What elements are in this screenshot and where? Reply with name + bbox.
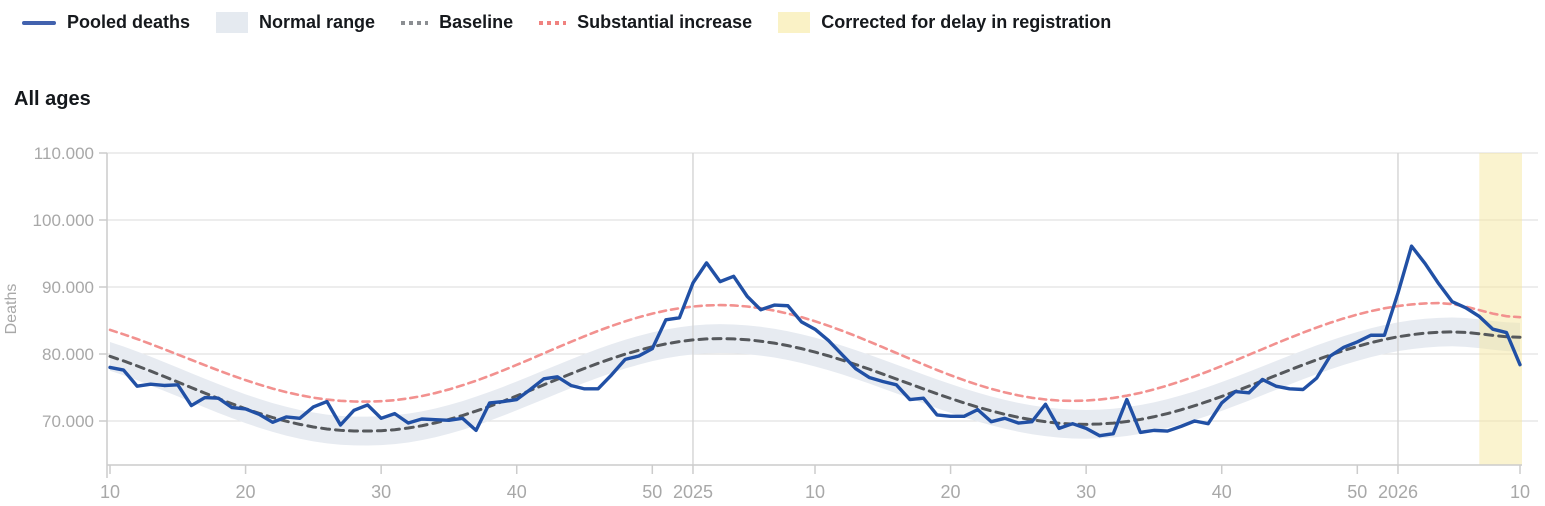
legend-label: Baseline: [439, 12, 514, 32]
x-tick-label: 50: [1347, 482, 1367, 502]
pooled-deaths-line: [108, 244, 1522, 438]
normal-range-band: [110, 317, 1520, 446]
x-tick-label: 40: [507, 482, 527, 502]
x-tick-label: 20: [236, 482, 256, 502]
x-tick-label: 50: [642, 482, 662, 502]
y-tick-label: 80.000: [42, 345, 94, 364]
legend-label: Substantial increase: [577, 12, 753, 32]
x-tick-label: 2025: [673, 482, 713, 502]
x-tick-label: 10: [805, 482, 825, 502]
legend-label: Corrected for delay in registration: [821, 12, 1112, 32]
legend-item-normal-range[interactable]: Normal range: [216, 12, 375, 33]
legend-item-corrected-delay[interactable]: Corrected for delay in registration: [778, 12, 1111, 33]
x-tick-label: 2026: [1378, 482, 1418, 502]
y-tick-label: 100.000: [33, 211, 94, 230]
substantial-increase-line: [108, 301, 1522, 403]
baseline-line: [108, 330, 1522, 433]
yellow-area-swatch-icon: [778, 12, 811, 33]
y-tick-label: 70.000: [42, 412, 94, 431]
x-tick-label: 10: [1510, 482, 1530, 502]
gridlines: [107, 152, 1538, 422]
legend-item-pooled-deaths[interactable]: Pooled deaths: [22, 12, 190, 33]
line-swatch-icon: [22, 20, 56, 25]
x-tick-label: 20: [941, 482, 961, 502]
x-tick-label: 30: [1076, 482, 1096, 502]
x-tick-label: 30: [371, 482, 391, 502]
area-swatch-icon: [216, 12, 249, 33]
x-tick-label: 40: [1212, 482, 1232, 502]
dotted-line-swatch-icon: [401, 20, 429, 25]
legend-item-baseline[interactable]: Baseline: [401, 12, 513, 33]
legend-item-substantial-increase[interactable]: Substantial increase: [539, 12, 752, 33]
y-tick-label: 110.000: [34, 144, 94, 163]
legend-label: Pooled deaths: [67, 12, 191, 32]
chart-title: All ages: [14, 88, 91, 110]
corrected-region: [1479, 153, 1522, 465]
dotted-line-red-swatch-icon: [539, 20, 567, 25]
y-axis-title: Deaths: [3, 284, 20, 335]
y-tick-label: 90.000: [42, 278, 94, 297]
axes: 70.000 80.000 90.000 100.000 110.000 10 20 30 40…: [33, 144, 1530, 502]
chart-legend: Pooled deaths Normal range Baseline Subs…: [22, 12, 1111, 33]
x-tick-label: 10: [100, 482, 120, 502]
legend-label: Normal range: [259, 12, 376, 32]
